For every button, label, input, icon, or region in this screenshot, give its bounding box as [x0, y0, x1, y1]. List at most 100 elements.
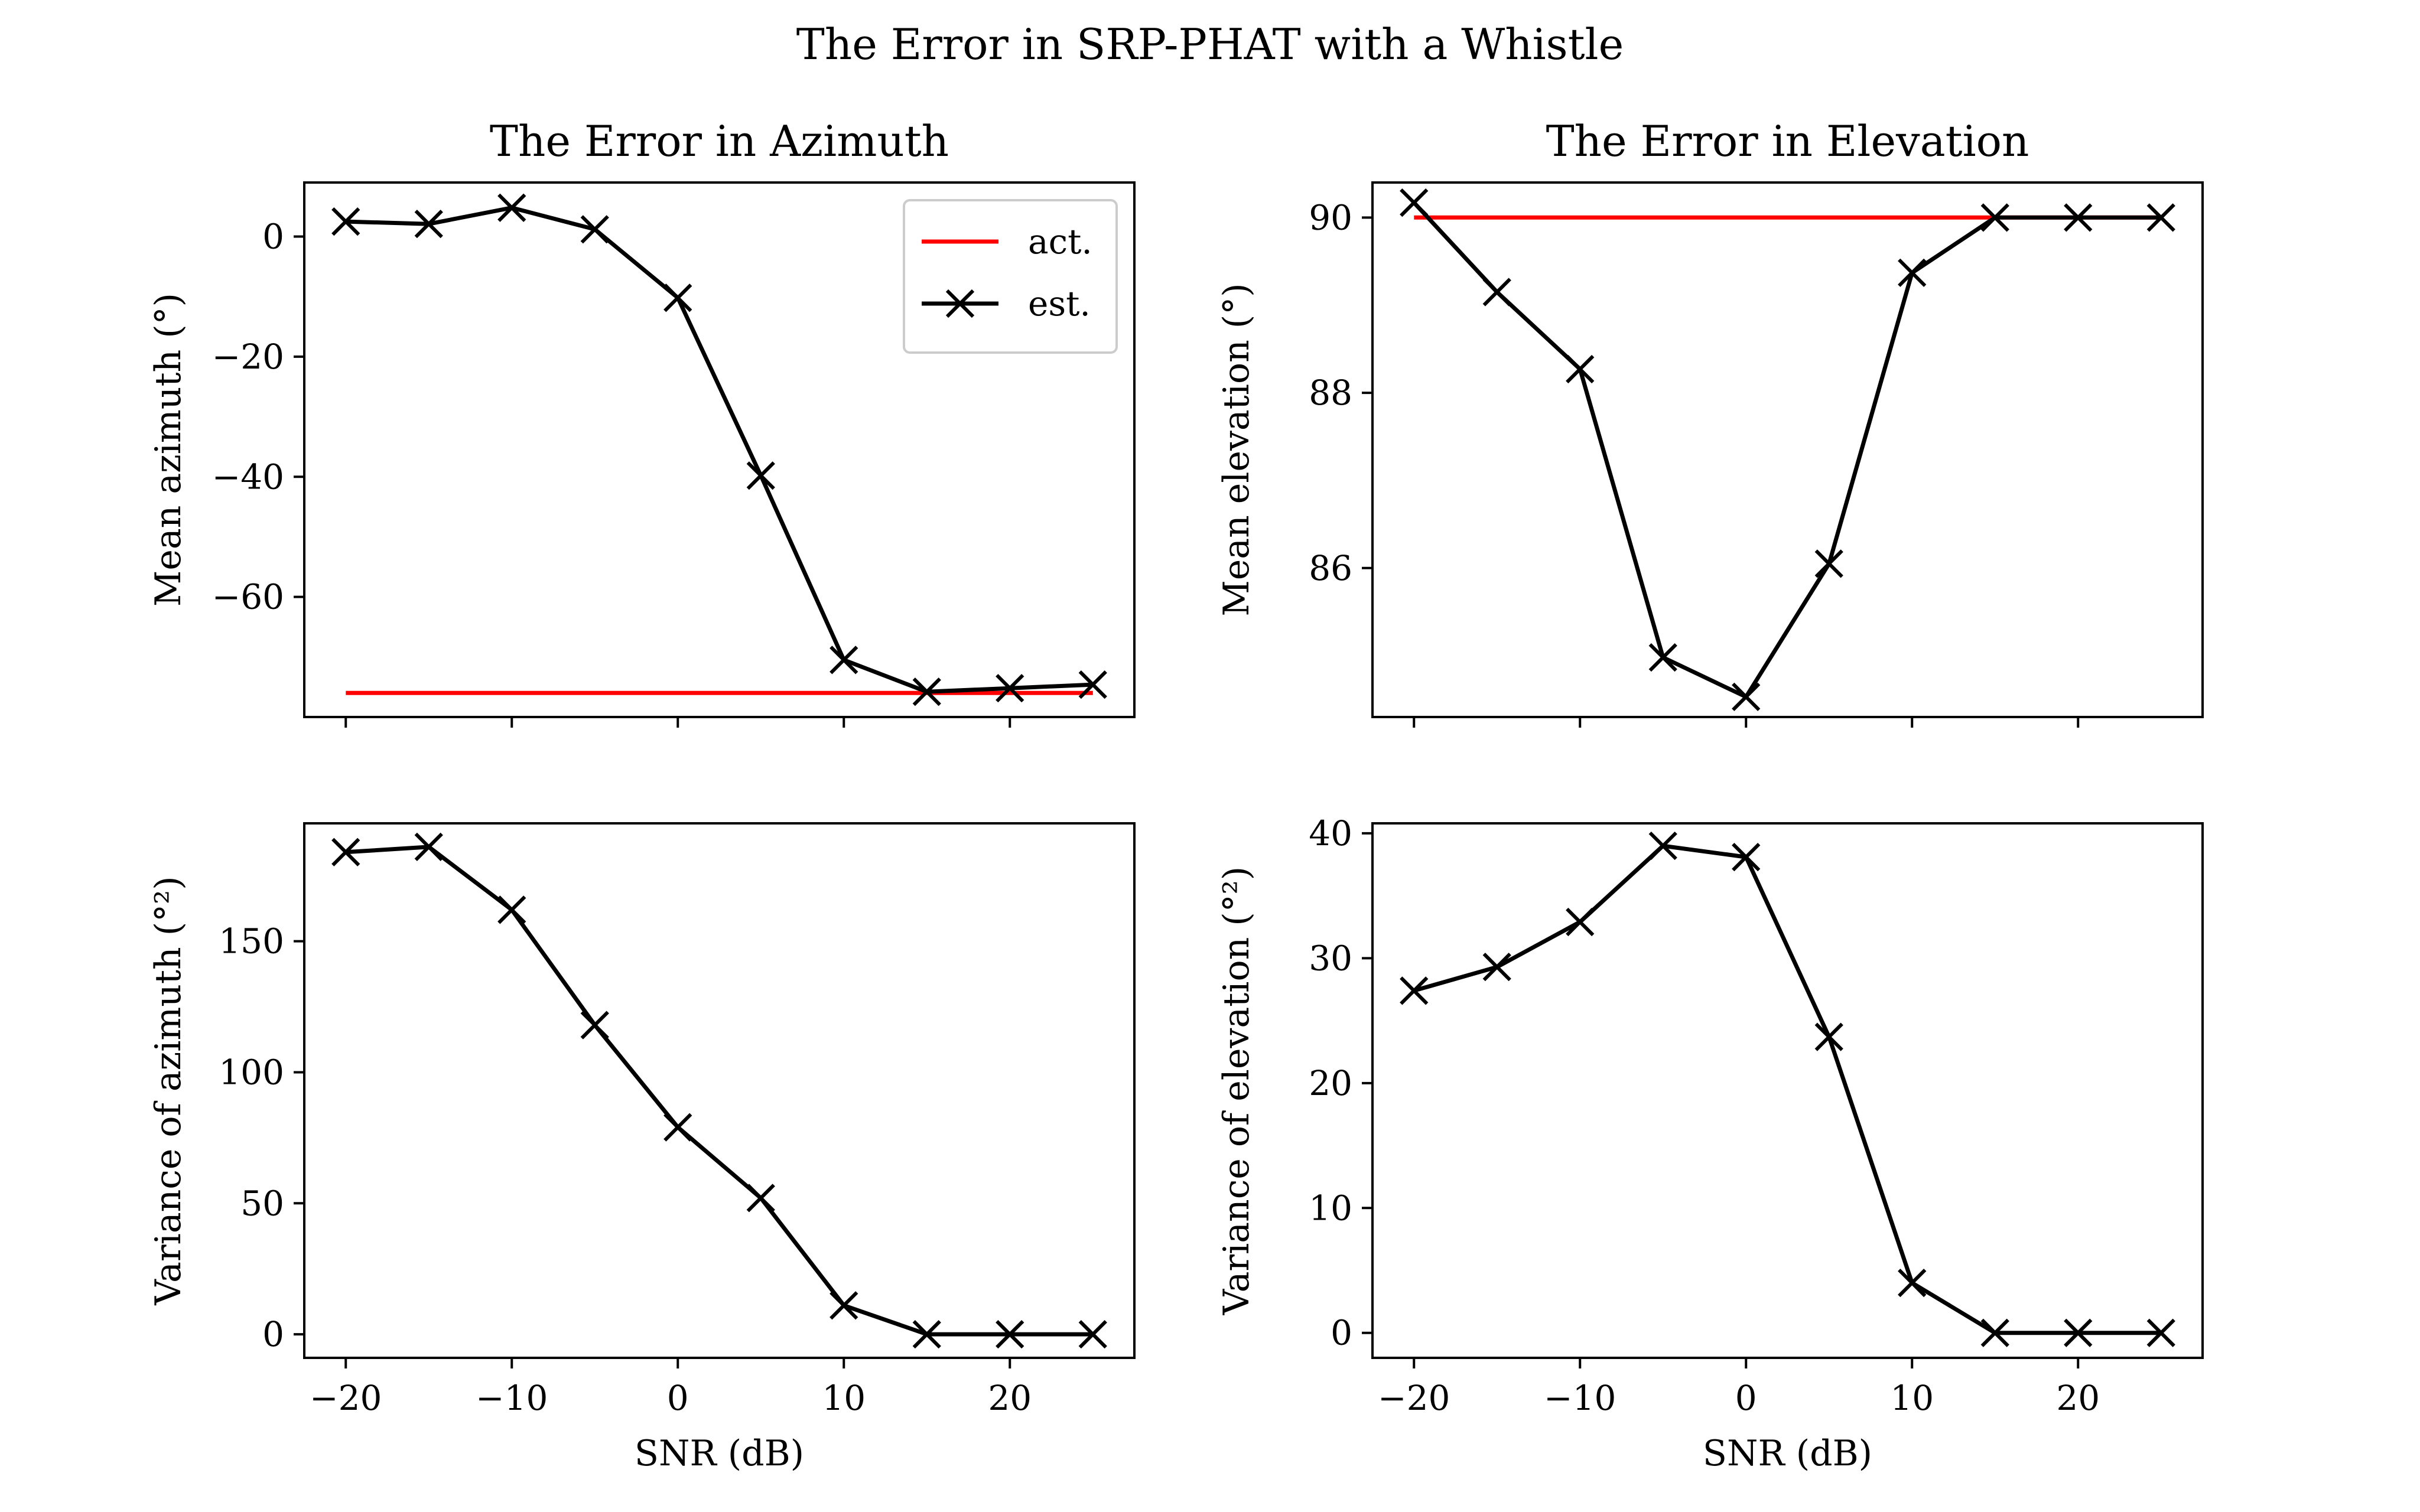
data-point-x-marker — [1566, 907, 1595, 937]
marker-stroke — [2146, 1318, 2175, 1347]
data-point-x-marker — [331, 207, 360, 236]
data-point-x-marker — [580, 1011, 609, 1040]
marker-stroke — [1814, 1022, 1843, 1051]
panel-top-right: 90 88 86 The Error in Elevation Mean elevati… — [1216, 116, 2204, 728]
data-point-x-marker — [830, 646, 858, 674]
data-point-x-marker — [1648, 831, 1677, 861]
marker-stroke — [497, 895, 526, 924]
estimate-series-line — [346, 206, 1093, 694]
x-tick-label: 0 — [667, 1378, 689, 1418]
legend-label: est. — [1028, 284, 1091, 324]
data-point-x-marker — [996, 1319, 1024, 1349]
data-point-x-marker — [1566, 354, 1595, 384]
legend-entry: est. — [922, 284, 1091, 324]
x-tick-label: 10 — [822, 1378, 866, 1418]
data-point-x-marker — [1732, 842, 1761, 872]
marker-stroke — [996, 1319, 1024, 1349]
chart-panels: 0 −20 −40 −60 The Error in Azimuth Mean azimu… — [148, 116, 2204, 1474]
marker-stroke — [663, 284, 692, 312]
x-tick-label: −20 — [1378, 1378, 1450, 1418]
marker-stroke — [1980, 203, 2009, 232]
data-point-x-marker — [2064, 1318, 2093, 1347]
marker-stroke — [1898, 1269, 1927, 1298]
y-tick-label: −20 — [212, 337, 284, 377]
plot-area — [1400, 188, 2175, 711]
x-tick-label: −10 — [476, 1378, 548, 1418]
marker-stroke — [414, 832, 443, 862]
marker-stroke — [830, 1291, 858, 1320]
y-axis-label: Variance of elevation (°²) — [1216, 866, 1257, 1315]
data-point-x-marker — [580, 215, 609, 244]
y-axis-label: Variance of azimuth (°²) — [148, 876, 189, 1305]
data-point-x-marker — [830, 1291, 858, 1320]
marker-stroke — [663, 1113, 692, 1142]
data-point-x-marker — [1648, 643, 1677, 672]
marker-stroke — [1732, 682, 1761, 711]
data-point-x-marker — [1898, 258, 1927, 287]
plot-area — [331, 832, 1107, 1349]
data-point-x-marker — [2146, 1318, 2175, 1347]
marker-stroke — [497, 193, 526, 222]
marker-stroke — [580, 1011, 609, 1040]
marker-stroke — [1482, 953, 1511, 982]
marker-stroke — [1814, 549, 1843, 578]
marker-stroke — [2146, 203, 2175, 232]
panel-bottom-right: −20 −10 0 10 20 0 10 20 30 40 SNR (dB) Variance of … — [1216, 813, 2204, 1474]
panel-bottom-left: −20 −10 0 10 20 0 50 100 150 SNR (dB) Variance of … — [148, 822, 1136, 1474]
marker-stroke — [1732, 842, 1761, 872]
marker-stroke — [331, 207, 360, 236]
data-point-x-marker — [2064, 203, 2093, 232]
marker-stroke — [2064, 203, 2093, 232]
x-tick-label: −20 — [310, 1378, 382, 1418]
x-tick-label: 20 — [988, 1378, 1032, 1418]
data-point-x-marker — [1400, 188, 1429, 217]
panel-top-left: 0 −20 −40 −60 The Error in Azimuth Mean azimu… — [148, 116, 1136, 728]
marker-stroke — [1566, 907, 1595, 937]
subplot-title: The Error in Elevation — [1546, 116, 2029, 166]
data-point-x-marker — [497, 895, 526, 924]
legend-box — [903, 199, 1118, 354]
data-point-x-marker — [912, 677, 941, 706]
axes-frame — [1371, 822, 2204, 1359]
x-axis-label: SNR (dB) — [1703, 1433, 1872, 1474]
legend: act. est. — [903, 199, 1118, 354]
data-point-x-marker — [331, 838, 360, 866]
y-tick-label: 0 — [262, 217, 284, 257]
y-axis-label: Mean elevation (°) — [1216, 283, 1257, 616]
y-tick-label: 0 — [1331, 1313, 1352, 1353]
y-tick-label: −60 — [212, 577, 284, 617]
data-point-x-marker — [663, 284, 692, 312]
data-point-x-marker — [497, 193, 526, 222]
marker-stroke — [912, 1319, 941, 1349]
data-point-x-marker — [996, 674, 1024, 703]
marker-stroke — [1482, 278, 1511, 307]
x-tick-label: 20 — [2056, 1378, 2100, 1418]
data-point-x-marker — [1482, 278, 1511, 307]
y-tick-label: 40 — [1309, 813, 1352, 853]
marker-stroke — [912, 677, 941, 706]
y-tick-label: 90 — [1309, 197, 1352, 237]
x-tick-label: −10 — [1544, 1378, 1616, 1418]
data-point-x-marker — [663, 1113, 692, 1142]
marker-stroke — [1566, 354, 1595, 384]
legend-entry: act. — [922, 221, 1092, 262]
data-point-x-marker — [414, 832, 443, 862]
legend-swatch-marker — [945, 289, 975, 318]
marker-stroke — [945, 289, 975, 318]
y-tick-label: 30 — [1309, 938, 1352, 978]
data-point-x-marker — [1814, 1022, 1843, 1051]
marker-stroke — [2064, 1318, 2093, 1347]
figure-title: The Error in SRP-PHAT with a Whistle — [796, 19, 1624, 69]
y-axis-label: Mean azimuth (°) — [148, 293, 189, 607]
y-tick-label: 20 — [1309, 1063, 1352, 1103]
data-point-x-marker — [1814, 549, 1843, 578]
y-tick-label: 150 — [219, 921, 284, 962]
x-tick-label: 0 — [1735, 1378, 1757, 1418]
marker-stroke — [1400, 976, 1429, 1005]
marker-stroke — [1400, 188, 1429, 217]
data-point-x-marker — [1980, 203, 2009, 232]
x-axis-label: SNR (dB) — [635, 1433, 804, 1474]
data-point-x-marker — [1482, 953, 1511, 982]
